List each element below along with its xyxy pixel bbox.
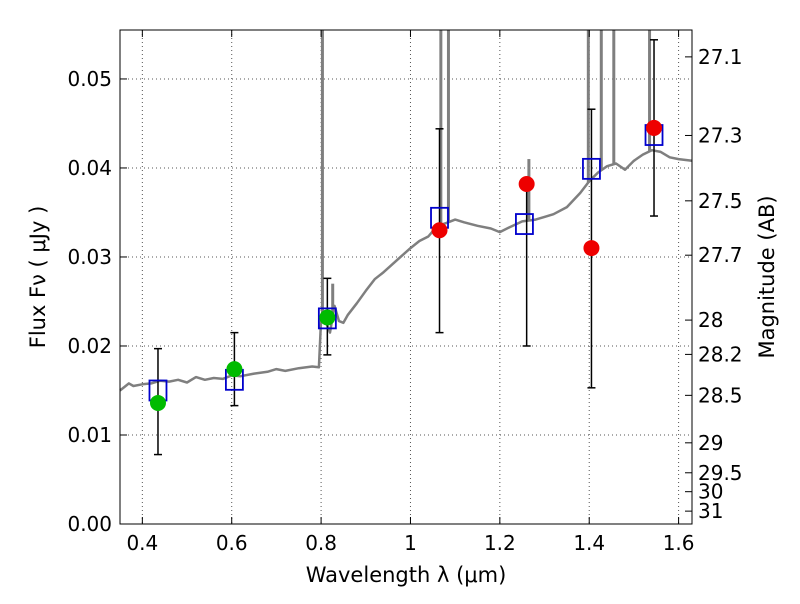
- mag-tick-label: 27.7: [698, 243, 743, 267]
- x-tick-label: 1.4: [573, 531, 605, 555]
- y-tick-label: 0.02: [67, 334, 112, 358]
- mag-tick-label: 27.5: [698, 189, 743, 213]
- x-tick-label: 0.6: [216, 531, 248, 555]
- mag-tick-label: 27.3: [698, 123, 743, 147]
- axis-ticks: 0.4 0.6 0.8 1 1.2 1.4 1.6 0.00 0.01 0.02 0.03 0.04 0…: [67, 30, 743, 555]
- x-tick-label: 1.2: [484, 531, 516, 555]
- mag-tick-label: 30: [698, 480, 723, 504]
- observed-flux-point: [149, 394, 166, 411]
- x-tick-label: 1.6: [663, 531, 695, 555]
- y-tick-label: 0.05: [67, 67, 112, 91]
- grid: [120, 30, 692, 524]
- x-axis-label: Wavelength λ (μm): [306, 563, 507, 587]
- observed-flux-point: [431, 222, 448, 239]
- mag-tick-label: 31: [698, 499, 723, 523]
- x-tick-label: 1: [404, 531, 417, 555]
- spectrum-line: [119, 148, 693, 392]
- mag-tick-label: 28.5: [698, 383, 743, 407]
- model-photometry-box: [317, 307, 337, 330]
- y-tick-label: 0.04: [67, 156, 112, 180]
- observed-flux-point: [226, 361, 243, 378]
- mag-tick-label: 29: [698, 431, 723, 455]
- y-axis-label-left: Flux Fν ( μJy ): [26, 206, 50, 349]
- observed-flux-point: [518, 175, 535, 192]
- mag-tick-label: 29.5: [698, 461, 743, 485]
- y-tick-label: 0.00: [67, 512, 112, 536]
- mag-tick-label: 27.1: [698, 45, 743, 69]
- observed-flux-point: [319, 309, 336, 326]
- y-axis-label-right: Magnitude (AB): [755, 195, 779, 358]
- mag-tick-label: 28.2: [698, 342, 743, 366]
- y-tick-label: 0.03: [67, 245, 112, 269]
- model-photometry-box: [515, 213, 534, 235]
- x-tick-label: 0.4: [126, 531, 158, 555]
- observed-flux-point: [646, 119, 663, 136]
- y-tick-label: 0.01: [67, 423, 112, 447]
- observed-flux-point: [583, 240, 600, 257]
- x-tick-label: 0.8: [305, 531, 337, 555]
- model-photometry-box: [582, 157, 601, 180]
- plot-frame: [119, 29, 693, 525]
- mag-tick-label: 28: [698, 308, 723, 332]
- observed-points: [149, 119, 663, 411]
